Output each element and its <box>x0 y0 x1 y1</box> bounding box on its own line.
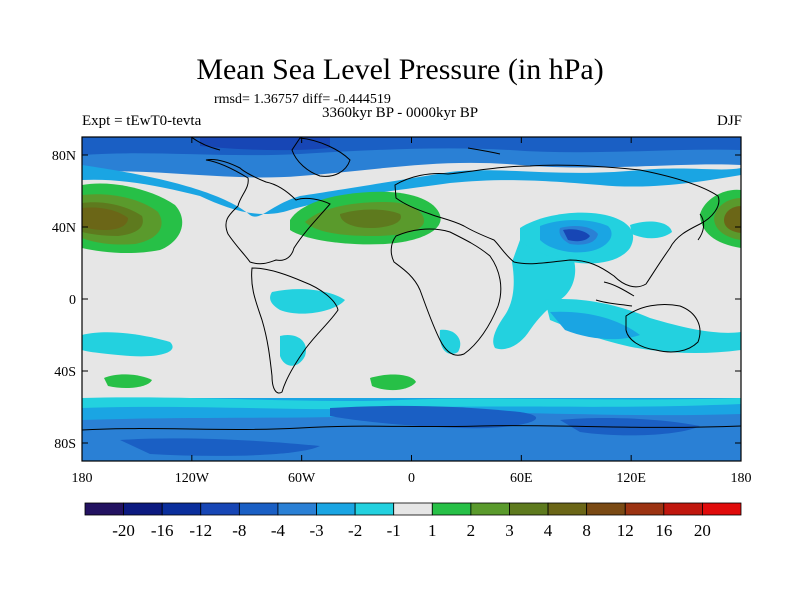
colorbar-label: -12 <box>189 521 212 540</box>
x-axis: 180 120W 60W 0 60E 120E 180 <box>72 137 752 486</box>
x-tick-label: 120W <box>175 471 210 486</box>
colorbar-label: 8 <box>582 521 591 540</box>
chart-title: Mean Sea Level Pressure (in hPa) <box>196 53 604 86</box>
colorbar-label: 3 <box>505 521 514 540</box>
y-tick-label: 80S <box>54 437 76 452</box>
y-tick-label: 40N <box>52 221 76 236</box>
colorbar-label: 12 <box>617 521 634 540</box>
colorbar: -20 -16 -12 -8 -4 -3 -2 -1 1 2 3 4 8 12 16 20 <box>84 502 742 540</box>
colorbar-swatch <box>509 502 549 516</box>
period-label: 3360kyr BP - 0000kyr BP <box>321 105 479 121</box>
colorbar-label: 4 <box>544 521 553 540</box>
contour-fill <box>82 137 741 461</box>
colorbar-swatch <box>393 502 433 516</box>
season-label: DJF <box>716 113 742 129</box>
colorbar-swatch <box>547 502 588 516</box>
y-tick-label: 80N <box>52 149 76 164</box>
colorbar-label: 16 <box>655 521 672 540</box>
y-tick-label: 0 <box>69 293 76 308</box>
colorbar-swatch <box>84 502 124 516</box>
stats-label: rmsd= 1.36757 diff= -0.444519 <box>214 92 391 107</box>
y-tick-label: 40S <box>54 365 76 380</box>
colorbar-swatch <box>200 502 240 516</box>
colorbar-swatch <box>161 502 202 516</box>
colorbar-swatch <box>431 502 472 516</box>
colorbar-swatch <box>316 502 356 516</box>
colorbar-swatch <box>586 502 626 516</box>
experiment-label: Expt = tEwT0-tevta <box>82 113 202 129</box>
colorbar-swatch <box>123 502 163 516</box>
x-tick-label: 120E <box>616 471 646 486</box>
x-tick-label: 0 <box>408 471 415 486</box>
colorbar-swatch <box>354 502 395 516</box>
colorbar-label: -3 <box>309 521 323 540</box>
colorbar-label: 2 <box>467 521 476 540</box>
colorbar-label: 20 <box>694 521 711 540</box>
x-tick-label: 180 <box>731 471 752 486</box>
colorbar-swatch <box>277 502 317 516</box>
colorbar-swatch <box>702 502 742 516</box>
colorbar-swatch <box>624 502 665 516</box>
colorbar-label: -20 <box>112 521 135 540</box>
colorbar-swatch <box>470 502 510 516</box>
colorbar-label: -16 <box>151 521 174 540</box>
x-tick-label: 180 <box>72 471 93 486</box>
colorbar-label: -8 <box>232 521 246 540</box>
colorbar-label: -1 <box>387 521 401 540</box>
x-tick-label: 60E <box>510 471 533 486</box>
colorbar-label: -4 <box>271 521 286 540</box>
colorbar-label: -2 <box>348 521 362 540</box>
colorbar-swatch <box>663 502 703 516</box>
y-axis: 80N 40N 0 40S 80S <box>52 149 741 452</box>
x-tick-label: 60W <box>288 471 316 486</box>
map-field <box>82 137 741 461</box>
coastlines <box>82 137 741 431</box>
colorbar-swatch <box>238 502 279 516</box>
colorbar-label: 1 <box>428 521 437 540</box>
